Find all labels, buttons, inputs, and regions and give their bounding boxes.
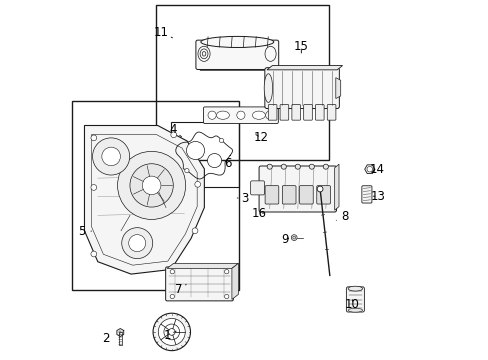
Ellipse shape [200, 49, 207, 59]
Circle shape [317, 186, 322, 192]
FancyBboxPatch shape [259, 166, 336, 212]
Bar [170, 122, 239, 187]
Circle shape [170, 270, 174, 274]
Circle shape [122, 228, 152, 258]
FancyBboxPatch shape [315, 105, 324, 120]
Ellipse shape [264, 46, 276, 61]
Polygon shape [167, 264, 238, 269]
Circle shape [128, 235, 145, 252]
FancyBboxPatch shape [282, 186, 295, 204]
Circle shape [142, 176, 161, 195]
Text: 6: 6 [224, 157, 232, 170]
Circle shape [102, 147, 120, 166]
FancyBboxPatch shape [280, 105, 288, 120]
FancyBboxPatch shape [291, 105, 300, 120]
Ellipse shape [323, 164, 328, 169]
Circle shape [170, 132, 176, 138]
Polygon shape [335, 78, 340, 99]
Polygon shape [197, 68, 279, 71]
Text: 14: 14 [369, 163, 384, 176]
Text: 1: 1 [163, 329, 176, 342]
Circle shape [153, 313, 190, 351]
Ellipse shape [202, 51, 205, 56]
Circle shape [291, 235, 296, 240]
Polygon shape [231, 264, 238, 300]
Polygon shape [84, 126, 204, 274]
Ellipse shape [266, 164, 272, 169]
Polygon shape [364, 165, 374, 174]
Ellipse shape [347, 308, 362, 312]
Text: 12: 12 [253, 131, 267, 144]
Circle shape [92, 138, 129, 175]
Ellipse shape [201, 36, 273, 48]
Ellipse shape [264, 74, 272, 103]
Circle shape [224, 270, 228, 274]
Text: 5: 5 [78, 225, 91, 238]
Ellipse shape [252, 111, 265, 119]
Circle shape [207, 111, 216, 119]
Circle shape [186, 141, 204, 159]
Circle shape [207, 153, 221, 168]
FancyBboxPatch shape [165, 267, 233, 301]
Circle shape [91, 251, 97, 257]
Text: 15: 15 [293, 40, 308, 53]
Text: 10: 10 [345, 298, 359, 311]
Ellipse shape [281, 164, 286, 169]
Ellipse shape [308, 164, 314, 169]
FancyBboxPatch shape [196, 40, 278, 69]
FancyBboxPatch shape [203, 107, 278, 123]
Circle shape [224, 294, 228, 299]
Ellipse shape [295, 164, 300, 169]
Bar [119, 332, 122, 346]
Text: 8: 8 [336, 210, 348, 222]
FancyBboxPatch shape [326, 105, 335, 120]
Text: 7: 7 [175, 283, 186, 296]
Ellipse shape [198, 46, 210, 62]
Bar [156, 5, 328, 160]
Circle shape [170, 294, 174, 299]
Polygon shape [266, 66, 342, 70]
Circle shape [366, 166, 372, 172]
Text: 13: 13 [369, 190, 385, 203]
Circle shape [184, 168, 189, 173]
FancyBboxPatch shape [361, 186, 371, 203]
Circle shape [194, 181, 200, 187]
FancyBboxPatch shape [346, 287, 364, 312]
Circle shape [292, 236, 295, 239]
Circle shape [158, 319, 185, 345]
Text: 2: 2 [102, 332, 109, 345]
Circle shape [163, 324, 179, 340]
FancyBboxPatch shape [250, 181, 264, 195]
Circle shape [192, 228, 198, 234]
Text: 4: 4 [169, 123, 181, 137]
Circle shape [236, 111, 244, 119]
FancyBboxPatch shape [303, 105, 312, 120]
FancyBboxPatch shape [316, 186, 330, 204]
Text: 9: 9 [281, 233, 288, 246]
Circle shape [265, 111, 273, 119]
Text: 3: 3 [237, 192, 248, 204]
Ellipse shape [347, 286, 362, 291]
FancyBboxPatch shape [264, 68, 339, 109]
Polygon shape [334, 164, 338, 210]
Circle shape [91, 185, 97, 190]
Circle shape [91, 135, 97, 141]
FancyBboxPatch shape [264, 186, 278, 204]
Text: 11: 11 [153, 26, 172, 39]
Polygon shape [117, 329, 123, 337]
Circle shape [130, 164, 173, 207]
Circle shape [219, 138, 223, 143]
Bar [72, 101, 239, 290]
FancyBboxPatch shape [299, 186, 313, 204]
Circle shape [117, 151, 185, 220]
Ellipse shape [216, 111, 229, 119]
FancyBboxPatch shape [268, 105, 276, 120]
Circle shape [168, 329, 175, 335]
Text: 16: 16 [252, 207, 266, 220]
